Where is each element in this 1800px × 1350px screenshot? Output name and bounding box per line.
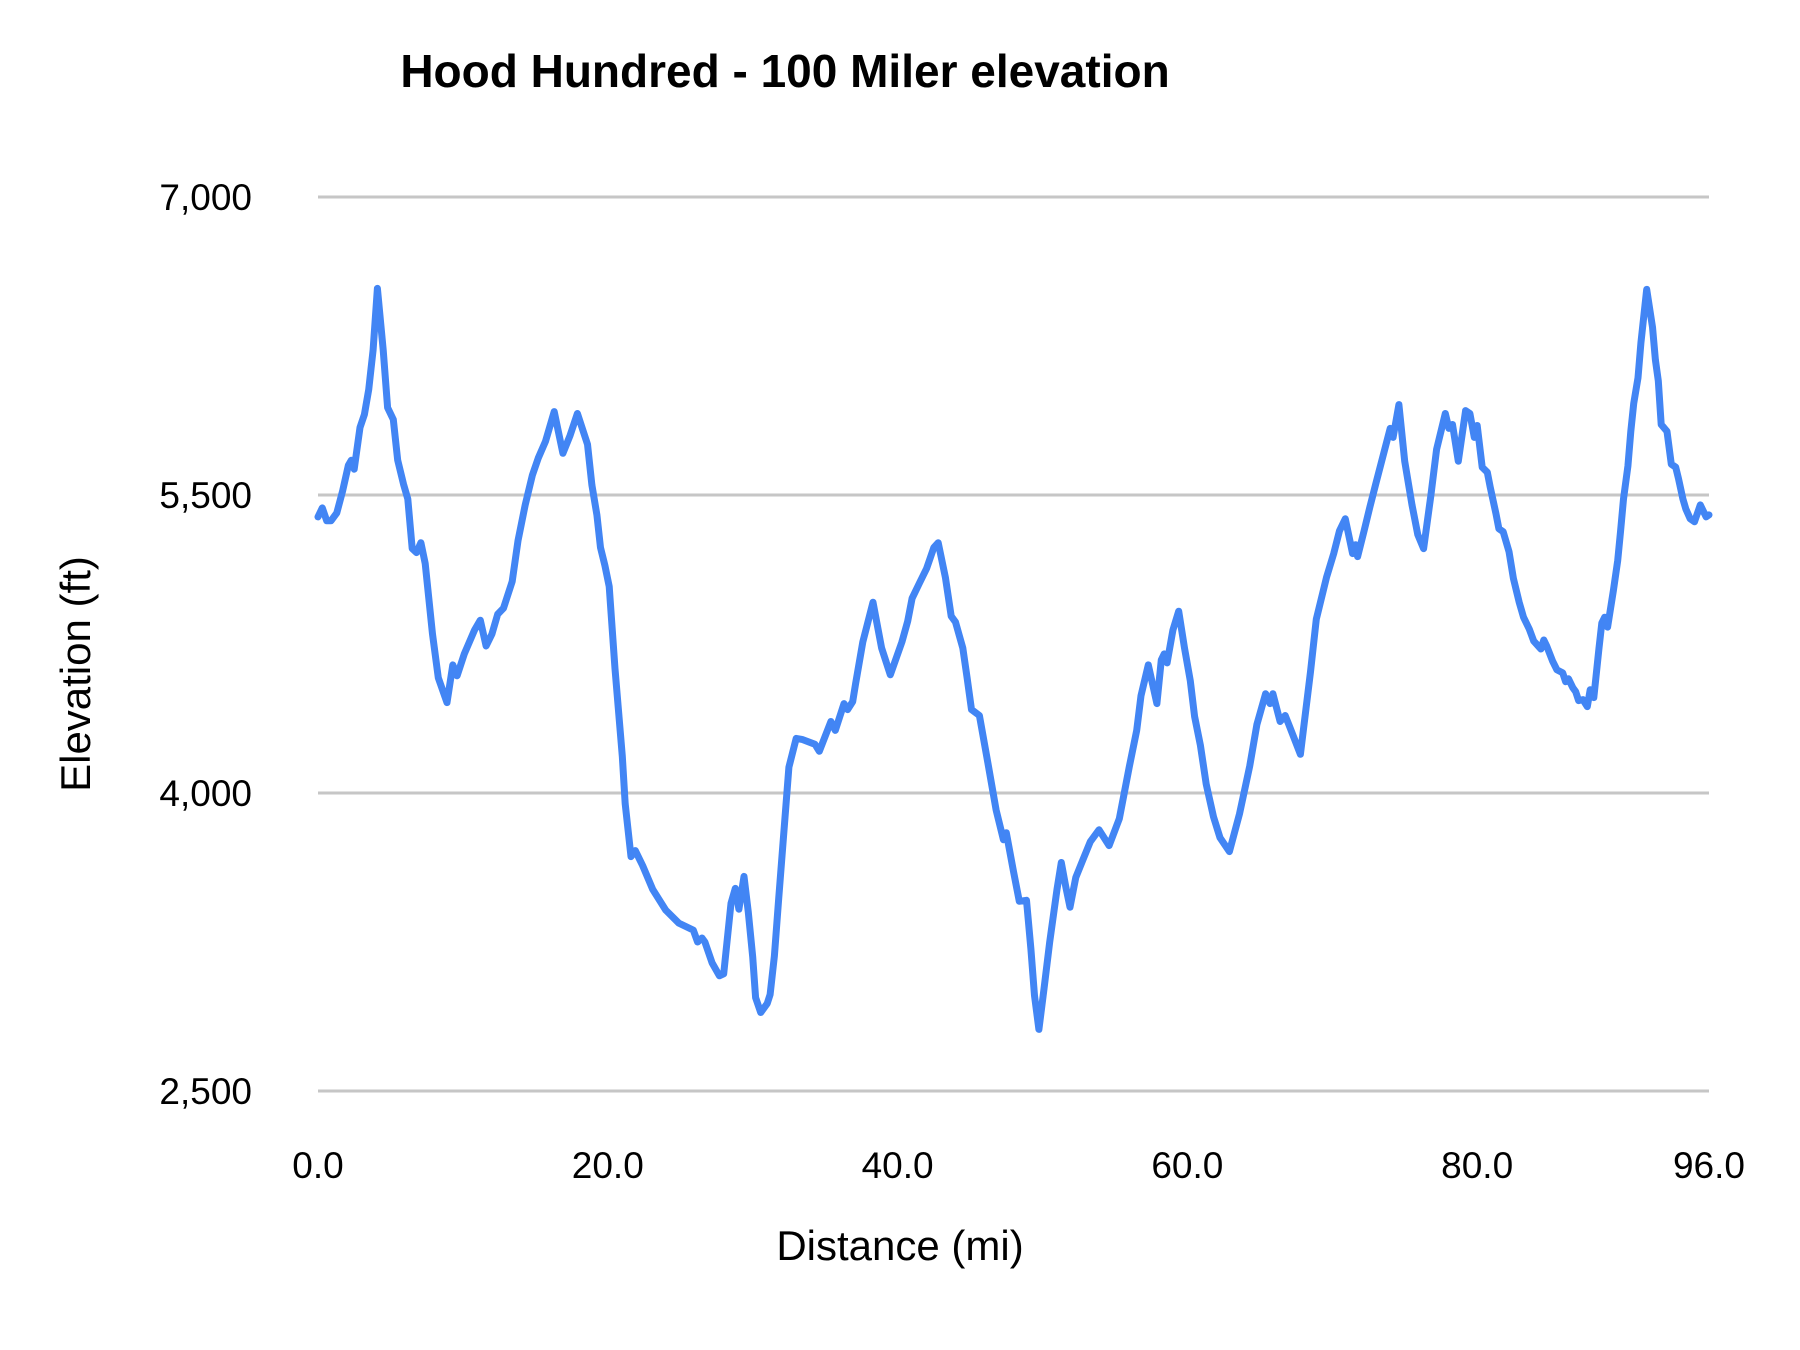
y-tick-label: 5,500	[159, 475, 252, 516]
y-tick-label: 2,500	[159, 1071, 252, 1112]
y-tick-label: 7,000	[159, 177, 252, 218]
x-tick-label: 0.0	[292, 1145, 343, 1186]
chart-title: Hood Hundred - 100 Miler elevation	[400, 45, 1170, 97]
y-axis-title: Elevation (ft)	[52, 556, 99, 792]
y-axis-tick-labels: 2,500 4,000 5,500 7,000	[159, 177, 252, 1112]
x-axis-tick-labels: 0.0 20.0 40.0 60.0 80.0 96.0	[292, 1145, 1745, 1186]
x-tick-label: 20.0	[572, 1145, 644, 1186]
elevation-series-line	[314, 284, 1713, 1033]
x-tick-label: 80.0	[1441, 1145, 1513, 1186]
x-tick-label: 96.0	[1673, 1145, 1745, 1186]
x-axis-title: Distance (mi)	[776, 1222, 1024, 1269]
horizontal-gridlines	[318, 195, 1709, 1093]
y-tick-label: 4,000	[159, 773, 252, 814]
x-tick-label: 40.0	[862, 1145, 934, 1186]
x-tick-label: 60.0	[1151, 1145, 1223, 1186]
